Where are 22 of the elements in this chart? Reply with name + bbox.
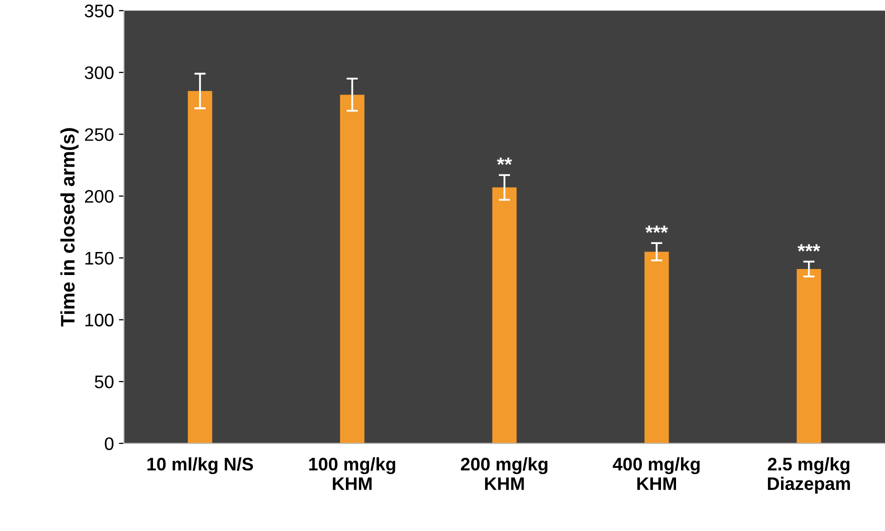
y-axis-title: Time in closed arm(s) [60, 128, 78, 327]
bar [796, 269, 822, 444]
annotation: ** [496, 158, 512, 165]
y-tick-label: 0 [104, 437, 114, 450]
x-tick-label: 200 mg/kg KHM [460, 457, 548, 490]
x-tick-label: 100 mg/kg KHM [309, 457, 396, 490]
y-tick-label: 50 [94, 375, 114, 388]
x-tick-label: 2.5 mg/kg Diazepam [768, 457, 850, 494]
bar [188, 90, 212, 444]
y-tick-label: 300 [84, 66, 114, 80]
annotation: *** [645, 226, 668, 233]
x-tick-label: 400 mg/kg KHM [612, 457, 700, 490]
annotation: *** [798, 244, 820, 252]
y-tick-label: 250 [84, 128, 114, 141]
y-tick-label: 350 [84, 4, 114, 18]
bar [492, 187, 517, 444]
bar [340, 94, 364, 444]
x-tick-label: 10 ml/kg N/S [147, 457, 253, 474]
y-tick-label: 150 [85, 252, 114, 265]
y-tick-label: 200 [84, 190, 114, 203]
y-tick-label: 100 [85, 314, 114, 326]
bar [644, 252, 669, 444]
